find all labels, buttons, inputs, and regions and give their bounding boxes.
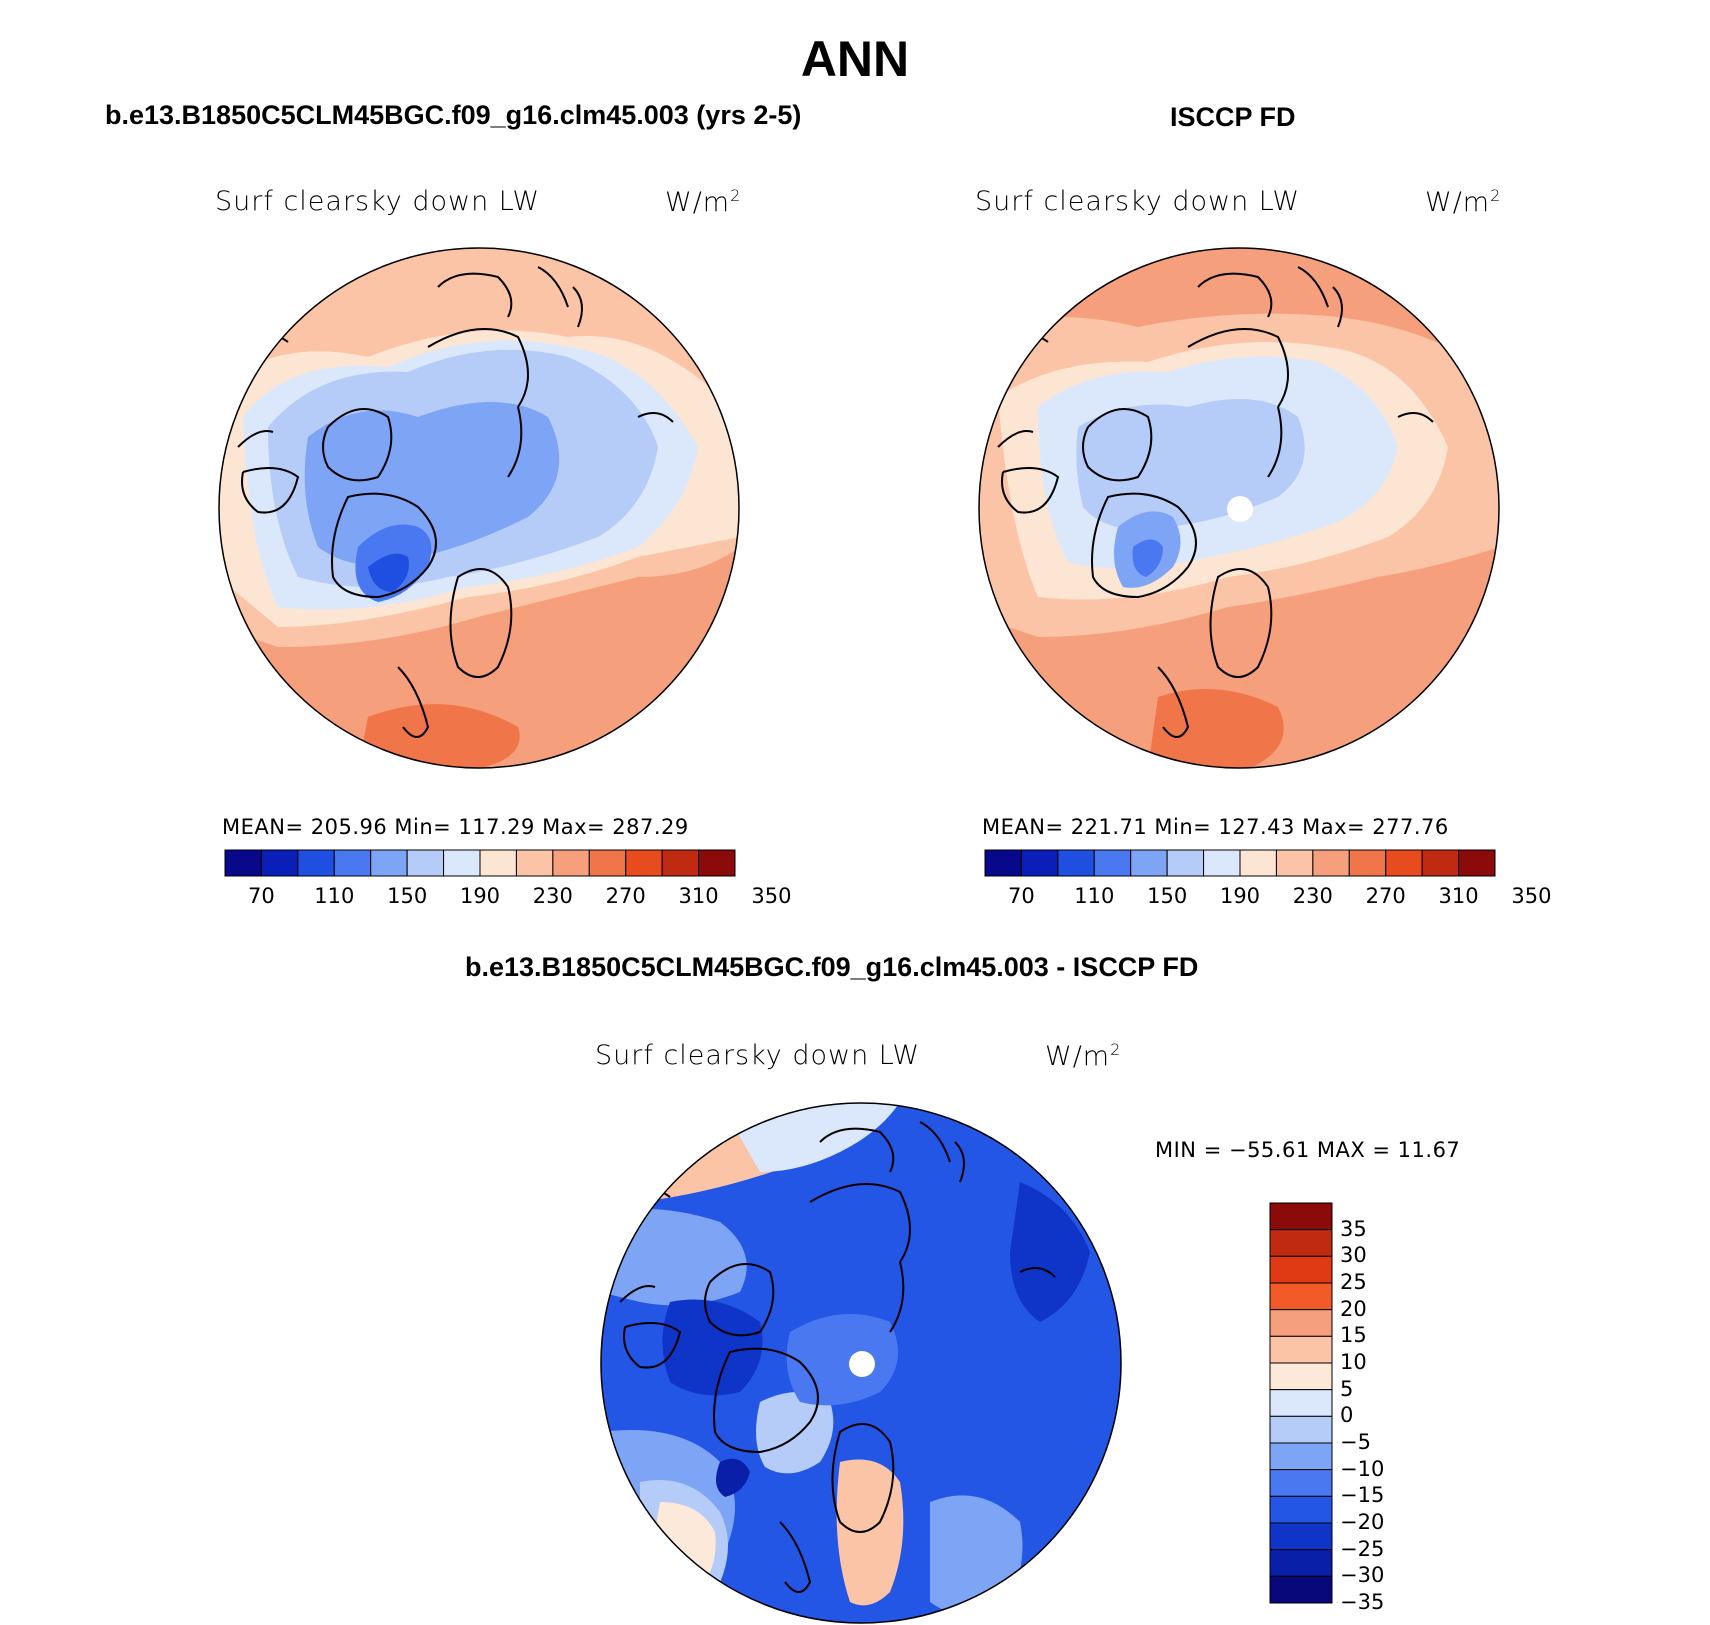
colorbar-swatch [1269,1255,1333,1284]
colorbar-swatch [1269,1282,1333,1311]
colorbar-swatch [515,849,554,877]
colorbar-tick-label: 350 [751,884,792,908]
colorbar-swatch [1093,849,1132,877]
colorbar-tick-label: 70 [248,884,275,908]
colorbar-swatch [625,849,663,877]
colorbar-swatch [333,849,372,877]
colorbar-swatch [588,849,627,877]
model-stats: MEAN= 205.96 Min= 117.29 Max= 287.29 [222,815,689,839]
colorbar-swatch [1269,1522,1333,1551]
colorbar-swatch [1020,849,1059,877]
colorbar-swatch [1057,849,1095,877]
colorbar-swatch [1458,849,1496,877]
model-colorbar [224,849,736,877]
obs-panel-header: ISCCP FD [1170,102,1296,132]
colorbar-swatch [1269,1495,1333,1524]
colorbar-swatch [1269,1362,1333,1391]
colorbar-swatch [1269,1389,1333,1417]
colorbar-swatch [1269,1335,1333,1364]
diff-colorbar [1269,1202,1333,1604]
obs-stats: MEAN= 221.71 Min= 127.43 Max= 277.76 [982,815,1449,839]
colorbar-tick-label: 110 [314,884,355,908]
figure-title: ANN [800,31,910,87]
colorbar-swatch [1269,1202,1333,1231]
diff-variable-label: Surf clearsky down LW [595,1040,921,1071]
colorbar-swatch [552,849,590,877]
colorbar-swatch [1166,849,1205,877]
colorbar-swatch [1385,849,1423,877]
colorbar-swatch [1269,1442,1333,1471]
colorbar-tick-label: 70 [1008,884,1035,908]
colorbar-swatch [1239,849,1277,877]
colorbar-swatch [479,849,517,877]
colorbar-tick-label: 20 [1340,1296,1367,1321]
colorbar-tick-label: 190 [1219,884,1261,908]
colorbar-swatch [1269,1229,1333,1257]
model-colorbar-ticks: 70 110 150 190 230 270 310 350 [225,884,791,910]
colorbar-tick-label: 35 [1340,1216,1367,1241]
colorbar-tick-label: −10 [1340,1456,1385,1481]
colorbar-tick-label: 10 [1340,1350,1367,1374]
obs-colorbar-ticks: 70 110 150 190 230 270 310 350 [985,884,1551,910]
colorbar-tick-label: 110 [1074,884,1115,908]
obs-units-label: W/m2 [1425,186,1502,218]
colorbar-tick-label: −35 [1340,1590,1385,1614]
colorbar-swatch [1275,849,1314,877]
colorbar-tick-label: 310 [1438,884,1479,908]
colorbar-tick-label: −25 [1340,1536,1385,1561]
colorbar-tick-label: −30 [1340,1563,1385,1588]
obs-variable-label: Surf clearsky down LW [975,186,1301,217]
colorbar-tick-label: 350 [1511,884,1552,908]
obs-colorbar [984,849,1496,877]
colorbar-swatch [1269,1549,1333,1577]
colorbar-tick-label: 270 [1365,884,1406,908]
colorbar-tick-label: 230 [532,884,573,908]
colorbar-swatch [224,849,262,877]
colorbar-swatch [1269,1309,1333,1337]
obs-polar-map [978,247,1500,769]
colorbar-tick-label: 15 [1340,1323,1367,1348]
diff-units-label: W/m2 [1045,1040,1122,1072]
colorbar-tick-label: 30 [1340,1243,1367,1268]
colorbar-swatch [406,849,445,877]
colorbar-swatch [661,849,700,877]
diff-polar-map [600,1102,1122,1624]
model-variable-label: Surf clearsky down LW [215,186,541,217]
colorbar-swatch [1269,1469,1333,1497]
colorbar-tick-label: −15 [1340,1483,1385,1508]
colorbar-tick-label: 270 [605,884,646,908]
colorbar-swatch [1269,1575,1333,1604]
colorbar-swatch [1348,849,1387,877]
colorbar-swatch [698,849,736,877]
colorbar-tick-label: 5 [1340,1376,1354,1401]
model-units-label: W/m2 [665,186,742,218]
colorbar-tick-label: 25 [1340,1270,1367,1294]
colorbar-swatch [297,849,335,877]
colorbar-tick-label: 230 [1292,884,1333,908]
colorbar-swatch [1269,1415,1333,1444]
colorbar-tick-label: 310 [678,884,719,908]
colorbar-swatch [370,849,408,877]
colorbar-swatch [1203,849,1241,877]
colorbar-swatch [1421,849,1460,877]
model-panel-header: b.e13.B1850C5CLM45BGC.f09_g16.clm45.003 … [105,100,802,130]
colorbar-tick-label: 150 [387,884,428,908]
diff-colorbar-ticks: 35 30 25 20 15 10 5 0 −5 −10 −15 −20 −25 −30 −35 [1340,1203,1420,1614]
model-polar-map [218,247,740,769]
diff-stats: MIN = −55.61 MAX = 11.67 [1155,1138,1461,1162]
colorbar-tick-label: 0 [1340,1403,1354,1428]
colorbar-swatch [1312,849,1350,877]
colorbar-swatch [984,849,1022,877]
colorbar-swatch [260,849,299,877]
colorbar-tick-label: 150 [1147,884,1188,908]
diff-panel-header: b.e13.B1850C5CLM45BGC.f09_g16.clm45.003 … [465,952,1199,982]
colorbar-tick-label: −20 [1340,1510,1385,1534]
colorbar-tick-label: 190 [459,884,501,908]
colorbar-swatch [443,849,481,877]
colorbar-swatch [1130,849,1168,877]
colorbar-tick-label: −5 [1340,1430,1371,1454]
